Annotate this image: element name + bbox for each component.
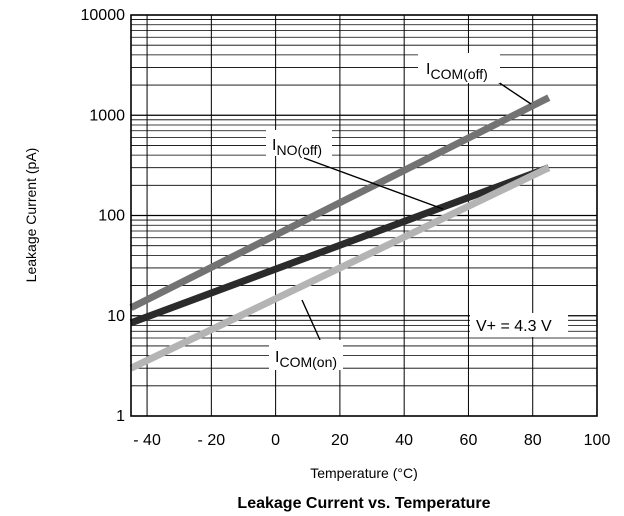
series-line-icom-on	[129, 164, 551, 372]
y-axis-label: Leakage Current (pA)	[23, 148, 39, 283]
y-tick-label: 10	[107, 308, 125, 325]
x-tick-label: 20	[331, 432, 349, 449]
callout-bg-icom-off	[418, 53, 500, 83]
callout-bg-icom-on	[269, 340, 343, 370]
callout-leader-icom-off	[497, 81, 532, 105]
callout-label-icom-off: ICOM(off)	[426, 61, 488, 82]
y-tick-label: 10000	[81, 7, 126, 24]
annotation-background	[470, 313, 568, 337]
series-line-icom-off	[129, 94, 551, 311]
series-lines	[129, 94, 551, 372]
x-tick-label: 80	[524, 432, 542, 449]
grid	[131, 15, 597, 416]
x-tick-label: 40	[395, 432, 413, 449]
plot-frame	[130, 14, 598, 417]
supply-voltage-annotation: V+ = 4.3 V	[470, 313, 568, 337]
callout-label-ino-off: INO(off)	[272, 137, 322, 158]
x-tick-label: - 20	[198, 432, 226, 449]
chart-title: Leakage Current vs. Temperature	[237, 495, 490, 512]
series-line-ino-off	[129, 164, 551, 327]
callout-bg-ino-off	[266, 130, 332, 156]
series-callouts: ICOM(off) INO(off) ICOM(on)	[266, 53, 532, 370]
callout-leader-icom-on	[301, 299, 321, 341]
x-tick-label: - 40	[133, 432, 161, 449]
callout-label-icom-on: ICOM(on)	[275, 349, 337, 370]
annotation-text: V+ = 4.3 V	[476, 318, 552, 335]
callout-leader-ino-off	[303, 157, 444, 210]
x-axis-label: Temperature (°C)	[310, 465, 418, 481]
y-tick-label: 1	[116, 408, 125, 425]
y-tick-label: 100	[98, 208, 125, 225]
y-tick-label: 1000	[89, 107, 125, 124]
x-tick-label: 60	[460, 432, 478, 449]
tick-labels: - 40 - 20 0 20 40 60 80 100 1 10 100 1000 10000	[81, 7, 611, 449]
x-tick-label: 100	[584, 432, 611, 449]
x-tick-label: 0	[271, 432, 280, 449]
